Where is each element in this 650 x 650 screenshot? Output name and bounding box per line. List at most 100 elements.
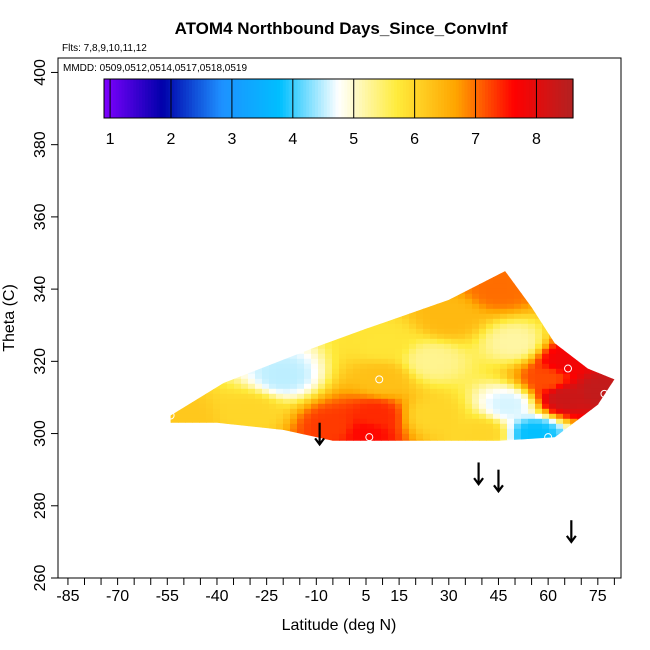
x-tick-label: -40 xyxy=(205,588,228,605)
heatmap-cell xyxy=(311,418,319,425)
heatmap-cell xyxy=(332,418,340,425)
heatmap-cell xyxy=(486,393,494,400)
heatmap-cell xyxy=(360,433,368,440)
colorbar-segment xyxy=(232,79,237,118)
heatmap-cell xyxy=(486,413,494,420)
heatmap-cell xyxy=(451,303,459,310)
heatmap-cell xyxy=(262,388,270,395)
heatmap-cell xyxy=(170,293,172,300)
heatmap-cell xyxy=(374,293,382,300)
heatmap-cell xyxy=(451,378,459,385)
heatmap-cell xyxy=(185,408,193,415)
heatmap-cell xyxy=(570,273,578,280)
colorbar-segment xyxy=(402,79,407,118)
y-tick-label: 380 xyxy=(32,131,49,158)
heatmap-cell xyxy=(276,423,284,430)
heatmap-cell xyxy=(437,388,445,395)
x-tick-label: -10 xyxy=(305,588,328,605)
heatmap-cell xyxy=(430,398,438,405)
heatmap-cell xyxy=(374,418,382,425)
heatmap-cell xyxy=(451,308,459,315)
heatmap-cell xyxy=(619,369,627,375)
heatmap-cell xyxy=(598,418,606,425)
heatmap-cell xyxy=(500,373,508,380)
heatmap-cell xyxy=(416,353,424,360)
heatmap-cell xyxy=(437,413,445,420)
heatmap-cell xyxy=(171,293,179,300)
heatmap-cell xyxy=(577,378,585,385)
heatmap-cell xyxy=(360,318,368,325)
heatmap-cell xyxy=(437,283,445,290)
heatmap-cell xyxy=(619,389,627,395)
heatmap-cell xyxy=(332,298,340,305)
heatmap-cell xyxy=(542,323,550,330)
heatmap-cell xyxy=(451,373,459,380)
heatmap-cell xyxy=(465,388,473,395)
heatmap-cell xyxy=(486,293,494,300)
heatmap-cell xyxy=(549,343,557,350)
heatmap-cell xyxy=(493,283,501,290)
heatmap-cell xyxy=(402,373,410,380)
heatmap-cell xyxy=(486,433,494,440)
heatmap-cell xyxy=(339,348,347,355)
heatmap-cell xyxy=(367,413,375,420)
y-tick-label: 300 xyxy=(32,420,49,447)
heatmap-cell xyxy=(206,343,214,350)
heatmap-cell xyxy=(444,393,452,400)
heatmap-cell xyxy=(178,383,186,390)
heatmap-cell xyxy=(556,403,564,410)
heatmap-cell xyxy=(276,418,284,425)
heatmap-cell xyxy=(584,283,592,290)
heatmap-cell xyxy=(171,413,179,420)
heatmap-cell xyxy=(374,413,382,420)
heatmap-cell xyxy=(563,363,571,370)
heatmap-cell xyxy=(444,343,452,350)
sample-marker xyxy=(166,411,175,420)
heatmap-cell xyxy=(535,308,543,315)
heatmap-cell xyxy=(437,444,445,450)
heatmap-cell xyxy=(171,423,179,430)
heatmap-cell xyxy=(458,393,466,400)
heatmap-cell xyxy=(241,348,249,355)
colorbar-segment xyxy=(221,79,225,118)
heatmap-cell xyxy=(472,313,480,320)
heatmap-cell xyxy=(353,428,361,435)
heatmap-cell xyxy=(402,303,410,310)
heatmap-cell xyxy=(339,283,347,290)
heatmap-cell xyxy=(325,368,333,375)
heatmap-cell xyxy=(500,353,508,360)
heatmap-cell xyxy=(409,363,417,370)
heatmap-cell xyxy=(192,348,200,355)
heatmap-cell xyxy=(374,288,382,295)
x-tick-label: -55 xyxy=(156,588,179,605)
heatmap-cell xyxy=(416,298,424,305)
heatmap-cell xyxy=(241,358,249,365)
heatmap-cell xyxy=(276,393,284,400)
heatmap-cell xyxy=(297,348,305,355)
heatmap-cell xyxy=(220,313,228,320)
heatmap-cell xyxy=(234,303,242,310)
heatmap-cell xyxy=(409,278,417,285)
heatmap-cell xyxy=(213,378,221,385)
heatmap-cell xyxy=(598,338,606,345)
heatmap-cell xyxy=(325,353,333,360)
heatmap-cell xyxy=(458,343,466,350)
heatmap-cell xyxy=(514,288,522,295)
heatmap-cell xyxy=(325,348,333,355)
heatmap-cell xyxy=(486,444,494,450)
heatmap-cell xyxy=(248,298,256,305)
heatmap-cell xyxy=(493,338,501,345)
heatmap-cell xyxy=(339,403,347,410)
heatmap-cell xyxy=(388,363,396,370)
heatmap-cell xyxy=(297,313,305,320)
colorbar-segment xyxy=(200,79,205,118)
heatmap-cell xyxy=(423,444,431,450)
heatmap-cell xyxy=(619,324,627,330)
heatmap-cell xyxy=(409,318,417,325)
heatmap-cell xyxy=(283,333,291,340)
heatmap-cell xyxy=(276,343,284,350)
heatmap-cell xyxy=(612,418,615,425)
heatmap-cell xyxy=(409,393,417,400)
heatmap-cell xyxy=(332,264,340,270)
heatmap-cell xyxy=(612,273,615,280)
